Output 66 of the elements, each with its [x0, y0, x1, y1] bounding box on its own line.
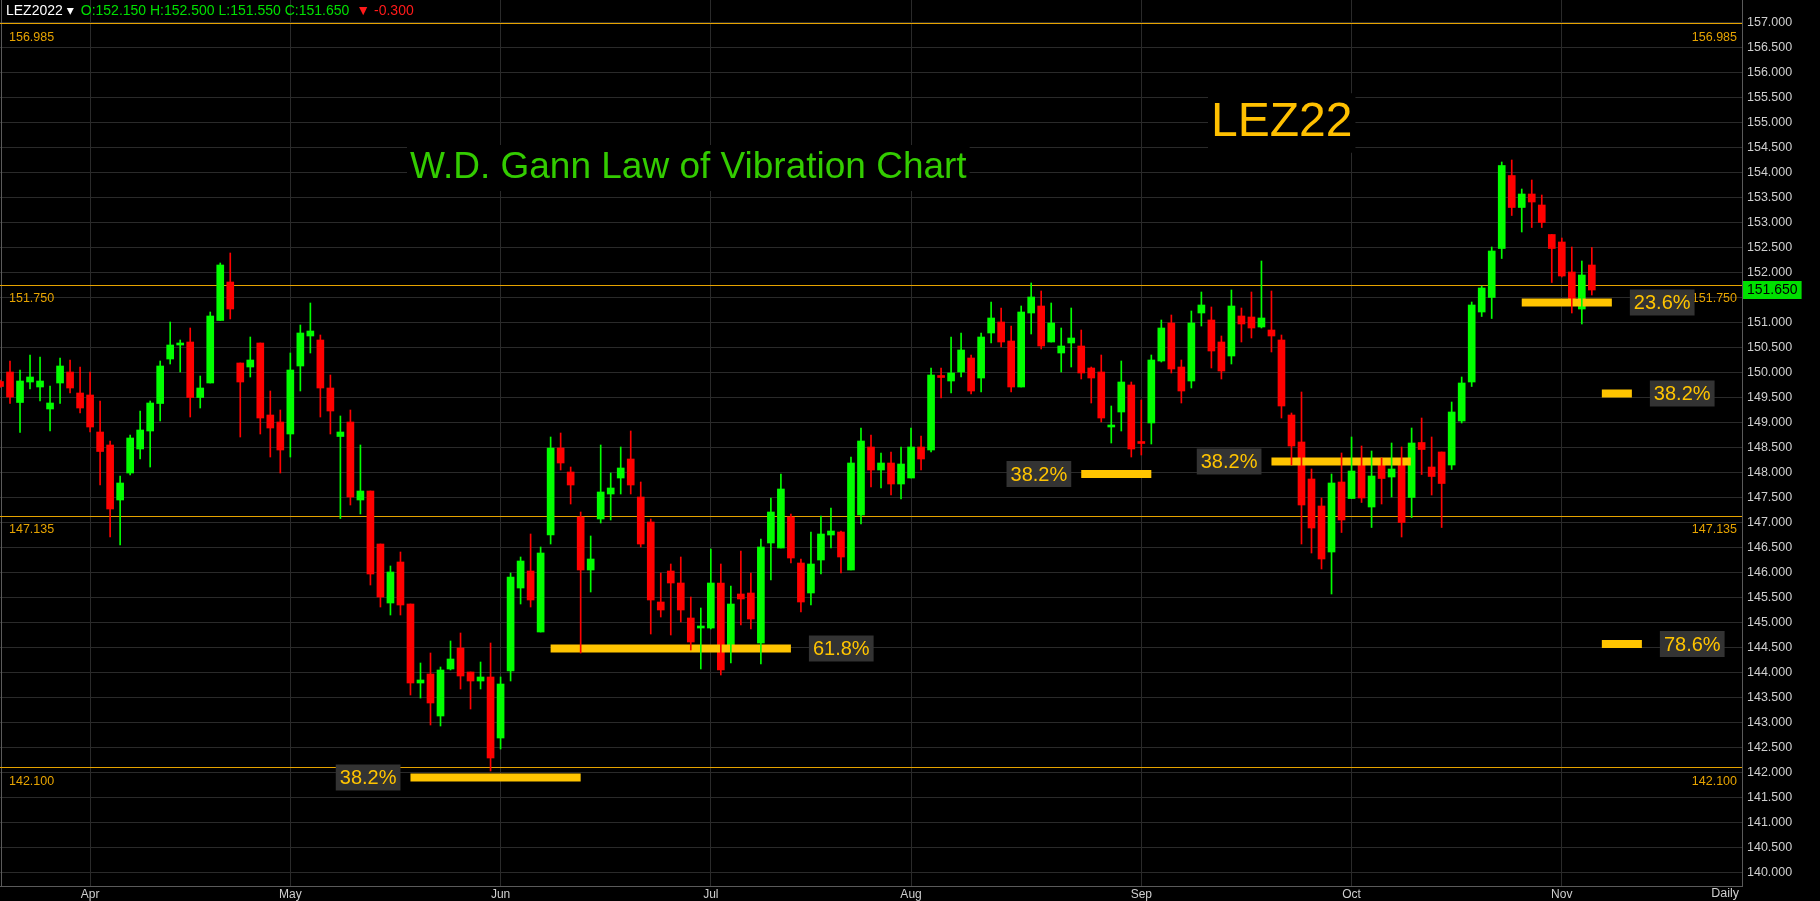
y-tick-label: 140.000 — [1747, 864, 1793, 879]
y-tick-label: 146.000 — [1747, 564, 1793, 579]
y-tick-label: 157.000 — [1747, 14, 1793, 29]
y-tick-label: 155.000 — [1747, 114, 1793, 129]
y-tick-label: 141.500 — [1747, 789, 1793, 804]
y-tick-label: 152.000 — [1747, 264, 1793, 279]
y-tick-label: 150.500 — [1747, 339, 1793, 354]
y-tick-label: 147.000 — [1747, 514, 1793, 529]
series-label: 38.2% — [1200, 450, 1258, 473]
y-tick-label: 156.000 — [1747, 64, 1793, 79]
y-tick-label: 154.000 — [1747, 164, 1793, 179]
ref-line-label: 156.985 — [9, 29, 55, 44]
series-label: 38.2% — [1653, 382, 1711, 405]
x-tick-label: Oct — [1342, 886, 1362, 901]
annotation: ▼ -0.300 — [356, 1, 414, 18]
y-tick-label: 142.000 — [1747, 764, 1793, 779]
y-tick-label: 148.000 — [1747, 464, 1793, 479]
y-tick-label: 153.500 — [1747, 189, 1793, 204]
y-tick-label: 156.500 — [1747, 39, 1793, 54]
y-tick-label: 147.500 — [1747, 489, 1793, 504]
y-tick-label: 141.000 — [1747, 814, 1793, 829]
text: 142.100 — [1691, 773, 1737, 788]
x-tick-label: Sep — [1130, 886, 1153, 901]
y-tick-label: 150.000 — [1747, 364, 1793, 379]
y-tick-label: 145.500 — [1747, 589, 1793, 604]
y-tick-label: 155.500 — [1747, 89, 1793, 104]
text: W.D. Gann Law of Vibration Chart — [410, 145, 968, 187]
y-tick-label: 148.500 — [1747, 439, 1793, 454]
ref-line-label: 142.100 — [9, 773, 55, 788]
annotation: LEZ2022 ▾ — [6, 1, 74, 18]
y-tick-label: 142.500 — [1747, 739, 1793, 754]
y-tick-label: 145.000 — [1747, 614, 1793, 629]
series-label: 78.6% — [1663, 632, 1721, 655]
y-tick-label: 152.500 — [1747, 239, 1793, 254]
text: 147.135 — [1691, 522, 1737, 537]
ref-line-label: 147.135 — [9, 522, 55, 537]
text: Daily — [1711, 886, 1740, 901]
x-tick-label: Nov — [1551, 886, 1573, 901]
y-tick-label: 146.500 — [1747, 539, 1793, 554]
text: 151.650 — [1747, 281, 1798, 298]
text: 156.985 — [1691, 29, 1737, 44]
series-label: 38.2% — [1010, 462, 1068, 485]
y-tick-label: 144.000 — [1747, 664, 1793, 679]
y-tick-label: 143.500 — [1747, 689, 1793, 704]
x-tick-label: May — [279, 886, 302, 901]
x-tick-label: Apr — [80, 886, 100, 901]
text: LEZ22 — [1211, 93, 1353, 147]
ref-line-label: 151.750 — [9, 291, 55, 306]
y-tick-label: 140.500 — [1747, 839, 1793, 854]
text: 151.750 — [1691, 291, 1737, 306]
y-tick-label: 153.000 — [1747, 214, 1793, 229]
series-label: 38.2% — [339, 766, 397, 789]
y-tick-label: 151.000 — [1747, 314, 1793, 329]
x-tick-label: Aug — [900, 886, 922, 901]
y-tick-label: 154.500 — [1747, 139, 1793, 154]
y-tick-label: 143.000 — [1747, 714, 1793, 729]
y-tick-label: 149.500 — [1747, 389, 1793, 404]
x-tick-label: Jul — [703, 886, 719, 901]
series-label: 61.8% — [812, 637, 870, 660]
candlestick — [937, 367, 945, 399]
y-tick-label: 144.500 — [1747, 639, 1793, 654]
series-label: 23.6% — [1633, 291, 1691, 314]
candlestick — [1137, 399, 1146, 456]
annotation: O:152.150 H:152.500 L:151.550 C:151.650 — [80, 1, 350, 18]
y-tick-label: 149.000 — [1747, 414, 1793, 429]
x-tick-label: Jun — [490, 886, 511, 901]
